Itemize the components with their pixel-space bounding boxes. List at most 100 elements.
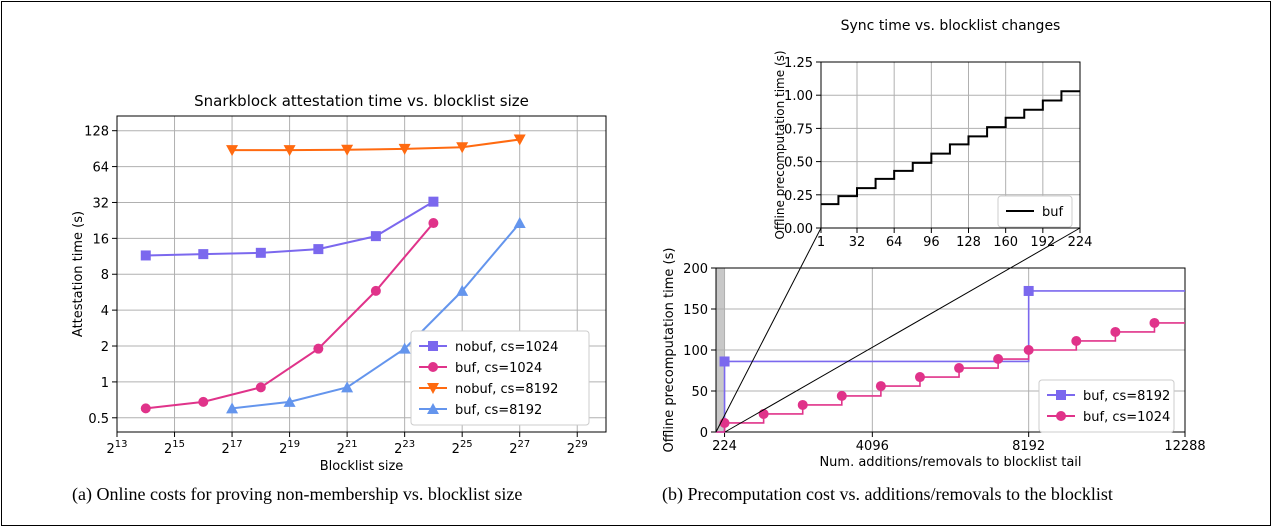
b-point-1 [797, 399, 808, 410]
b-ytick-label: 150 [683, 303, 708, 318]
b-xtick-label: 12288 [1164, 439, 1205, 454]
a-legend-marker [428, 341, 438, 351]
inset-plot-frame [820, 61, 1081, 229]
inset-xtick-label: 224 [1068, 235, 1093, 250]
a-ytick-label: 128 [84, 125, 109, 140]
a-point-3 [456, 284, 469, 296]
a-series-line-2 [232, 138, 520, 152]
a-point-3 [513, 217, 526, 229]
b-ytick-label: 0 [700, 426, 708, 441]
a-series-line-1 [145, 222, 435, 410]
b-point-1 [993, 354, 1004, 365]
inset-series-line-0 [821, 90, 1080, 206]
a-point-1 [255, 382, 266, 393]
a-point-1 [313, 343, 324, 354]
a-point-3 [398, 342, 411, 354]
inset-xtick-label: 64 [886, 235, 903, 250]
a-series-line-3 [231, 222, 521, 410]
a-point-0 [370, 231, 381, 242]
a-point-1 [140, 403, 151, 414]
inset-title: Sync time vs. blocklist changes [841, 18, 1061, 34]
b-ytick-label: 50 [691, 385, 708, 400]
a-point-2 [398, 143, 411, 155]
a-ytick-label: 4 [101, 304, 109, 319]
a-series-line-0 [145, 200, 434, 257]
a-xtick-label: 223 [394, 439, 415, 457]
b-xlabel: Num. additions/removals to blocklist tai… [819, 455, 1081, 470]
inset-xtick-label: 192 [1030, 235, 1055, 250]
a-point-2 [283, 145, 296, 157]
inset-xtick-label: 1 [817, 235, 825, 250]
b-point-1 [954, 363, 965, 374]
a-legend-label: nobuf, cs=1024 [455, 340, 558, 355]
a-legend [410, 330, 590, 426]
a-point-2 [513, 134, 526, 146]
caption-b: (b) Precomputation cost vs. additions/re… [662, 484, 1113, 504]
a-xtick-label: 225 [452, 439, 473, 457]
a-point-2 [341, 144, 354, 156]
a-ytick-label: 64 [92, 161, 109, 176]
a-point-0 [255, 247, 266, 258]
a-xtick-label: 227 [509, 439, 530, 457]
b-ytick-label: 100 [683, 344, 708, 359]
b-point-1 [1110, 326, 1121, 337]
a-xtick-label: 217 [222, 439, 243, 457]
a-point-0 [140, 250, 151, 261]
b-ytick-label: 200 [683, 262, 708, 277]
inset-ytick-label: 0.00 [784, 222, 813, 237]
a-point-1 [370, 285, 381, 296]
a-ytick-label: 8 [101, 268, 109, 283]
a-point-0 [198, 249, 209, 260]
inset-ytick-label: 0.25 [784, 189, 813, 204]
b-point-1 [836, 390, 847, 401]
a-point-0 [428, 196, 439, 207]
b-point-1 [1023, 345, 1034, 355]
zoom-connector-right [724, 227, 1081, 433]
a-ytick-label: 1 [101, 376, 109, 391]
a-ytick-label: 0.5 [88, 412, 109, 427]
b-legend-label: buf, cs=8192 [1083, 389, 1170, 404]
b-xtick-label: 4096 [856, 439, 889, 454]
inset-ylabel: Offline precomputation time (s) [773, 50, 787, 239]
zoom-connector-left [715, 227, 822, 433]
a-ytick-label: 32 [92, 196, 109, 211]
a-legend-marker [427, 403, 439, 414]
a-xtick-label: 221 [337, 439, 358, 457]
a-point-3 [226, 402, 239, 414]
caption-a: (a) Online costs for proving non-members… [72, 484, 523, 504]
b-legend-label: buf, cs=1024 [1083, 410, 1170, 425]
a-point-3 [283, 395, 296, 407]
b-legend [1038, 379, 1175, 433]
a-point-2 [456, 142, 469, 154]
a-ylabel: Attestation time (s) [71, 211, 86, 337]
a-point-1 [198, 396, 209, 407]
b-point-1 [914, 372, 925, 383]
inset-xtick-label: 32 [849, 235, 866, 250]
b-legend-marker [1056, 390, 1066, 400]
b-point-1 [875, 381, 886, 392]
a-point-0 [313, 244, 324, 255]
a-point-3 [341, 381, 354, 393]
a-plot-frame [116, 115, 607, 433]
a-point-2 [226, 145, 239, 157]
inset-legend-label: buf [1042, 205, 1063, 220]
b-point-0 [719, 356, 730, 367]
a-point-1 [428, 218, 439, 229]
a-xtick-label: 213 [106, 439, 127, 457]
b-point-1 [1149, 317, 1160, 328]
b-series-line-1 [716, 322, 1185, 433]
b-point-1 [758, 408, 769, 419]
inset-ytick-label: 1.25 [784, 56, 813, 71]
a-xtick-label: 219 [279, 439, 300, 457]
b-point-0 [1023, 285, 1034, 296]
inset-ytick-label: 0.50 [784, 156, 813, 171]
a-ytick-label: 2 [101, 340, 109, 355]
inset-ytick-label: 1.00 [784, 89, 813, 104]
b-xtick-label: 8192 [1012, 439, 1045, 454]
a-legend-label: buf, cs=1024 [455, 361, 542, 376]
b-point-1 [1071, 335, 1082, 346]
inset-xtick-label: 160 [993, 235, 1018, 250]
a-legend-marker [428, 362, 438, 372]
